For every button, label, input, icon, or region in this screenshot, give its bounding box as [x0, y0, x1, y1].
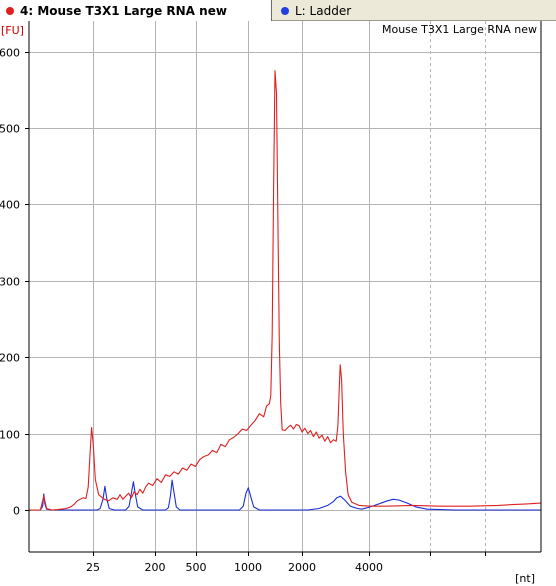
x-tick-label: 2000 — [288, 561, 316, 574]
y-tick-label: 400 — [0, 199, 20, 212]
red-dot-icon — [6, 6, 14, 15]
chart-grid — [29, 21, 541, 552]
x-axis-label: [nt] — [515, 572, 535, 585]
y-axis-label: [FU] — [1, 24, 24, 37]
chart-axes — [28, 21, 542, 553]
y-tick-label: 500 — [0, 123, 20, 136]
y-tick-label: 600 — [0, 47, 20, 60]
y-tick-label: 0 — [13, 505, 20, 518]
y-tick-label: 200 — [0, 352, 20, 365]
series-line — [39, 479, 541, 511]
x-tick-label: 25 — [86, 561, 100, 574]
tab-sample[interactable]: 4: Mouse T3X1 Large RNA new — [0, 0, 272, 21]
tab-sample-label: 4: Mouse T3X1 Large RNA new — [20, 3, 227, 18]
chart-ticks: 0 100 200 300 400 500 600 25 200 500 1000 2000 4000 — [0, 47, 486, 574]
y-tick-label: 100 — [0, 429, 20, 442]
blue-dot-icon — [281, 6, 289, 15]
x-tick-label: 200 — [145, 561, 166, 574]
x-tick-label: 1000 — [234, 561, 262, 574]
x-tick-label: 4000 — [355, 561, 383, 574]
trace-tabbar: 4: Mouse T3X1 Large RNA new L: Ladder — [0, 0, 556, 21]
chart-series — [29, 70, 542, 511]
tab-ladder-label: L: Ladder — [295, 3, 352, 18]
chart-title: Mouse T3X1 Large RNA new — [382, 23, 537, 36]
tab-ladder[interactable]: L: Ladder — [273, 0, 556, 21]
x-tick-label: 500 — [186, 561, 207, 574]
y-tick-label: 300 — [0, 276, 20, 289]
series-line — [29, 70, 542, 511]
